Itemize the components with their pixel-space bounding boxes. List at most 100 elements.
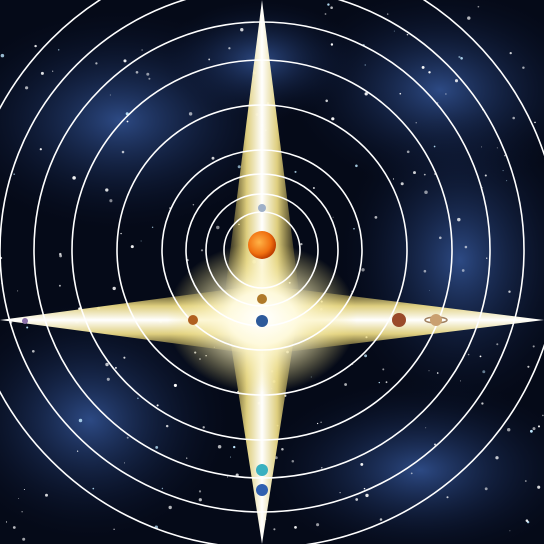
star bbox=[137, 397, 139, 400]
star bbox=[300, 242, 303, 246]
star bbox=[202, 426, 205, 429]
star bbox=[461, 269, 465, 272]
star bbox=[503, 154, 506, 157]
star bbox=[0, 53, 5, 58]
star bbox=[421, 65, 425, 69]
star bbox=[353, 228, 355, 230]
star bbox=[433, 443, 437, 446]
star bbox=[361, 268, 365, 272]
star bbox=[439, 236, 442, 240]
star bbox=[126, 436, 129, 439]
star bbox=[437, 102, 439, 104]
star bbox=[332, 216, 334, 218]
star bbox=[481, 146, 483, 148]
star bbox=[479, 355, 482, 358]
star bbox=[327, 3, 330, 6]
star bbox=[324, 13, 327, 15]
star bbox=[291, 460, 295, 463]
star bbox=[428, 71, 431, 74]
star bbox=[112, 286, 116, 291]
orbit bbox=[71, 59, 453, 441]
star bbox=[509, 51, 512, 55]
star bbox=[208, 58, 211, 61]
star bbox=[146, 72, 150, 76]
star bbox=[58, 284, 61, 287]
star bbox=[542, 414, 544, 417]
star bbox=[378, 381, 380, 384]
star bbox=[392, 178, 395, 180]
star bbox=[459, 380, 462, 382]
star bbox=[355, 164, 358, 168]
star bbox=[23, 488, 25, 491]
star bbox=[92, 487, 95, 490]
saturn bbox=[430, 314, 442, 326]
star bbox=[428, 289, 430, 291]
star bbox=[173, 383, 177, 387]
mercury bbox=[258, 204, 266, 212]
star bbox=[433, 145, 436, 148]
star bbox=[382, 368, 385, 371]
star bbox=[165, 424, 169, 428]
mercury-alt bbox=[188, 315, 198, 325]
star bbox=[17, 290, 19, 292]
star bbox=[374, 216, 378, 219]
star bbox=[399, 92, 402, 95]
star bbox=[495, 456, 499, 460]
star bbox=[106, 377, 110, 381]
star bbox=[123, 356, 126, 359]
star bbox=[415, 122, 417, 124]
star bbox=[198, 490, 202, 493]
neptune bbox=[256, 484, 268, 496]
star bbox=[22, 537, 26, 541]
star bbox=[537, 425, 541, 428]
star bbox=[78, 418, 83, 423]
star bbox=[76, 450, 79, 452]
star bbox=[95, 62, 98, 65]
star bbox=[273, 528, 276, 531]
star bbox=[40, 71, 44, 75]
star bbox=[532, 345, 535, 348]
star bbox=[113, 528, 115, 530]
star bbox=[482, 370, 486, 374]
orbit bbox=[205, 193, 319, 307]
star bbox=[320, 421, 322, 423]
star bbox=[281, 447, 284, 451]
star bbox=[386, 13, 389, 15]
star bbox=[446, 496, 449, 499]
star bbox=[26, 326, 29, 329]
uranus bbox=[256, 464, 268, 476]
star bbox=[425, 427, 427, 429]
star bbox=[484, 487, 488, 491]
star bbox=[168, 505, 172, 510]
star bbox=[105, 188, 109, 192]
star bbox=[364, 64, 366, 66]
star bbox=[198, 498, 202, 502]
star bbox=[436, 372, 439, 374]
star bbox=[211, 156, 215, 160]
orbit bbox=[33, 21, 491, 479]
star bbox=[423, 173, 426, 176]
star bbox=[344, 383, 348, 386]
star bbox=[21, 511, 23, 513]
sun bbox=[248, 231, 276, 259]
star bbox=[457, 217, 461, 222]
star bbox=[537, 485, 541, 489]
star bbox=[524, 480, 527, 482]
star bbox=[229, 456, 232, 458]
star bbox=[72, 176, 76, 180]
star bbox=[508, 290, 511, 293]
star bbox=[506, 180, 508, 182]
star bbox=[240, 28, 244, 32]
star bbox=[121, 150, 125, 154]
star bbox=[59, 252, 62, 256]
star bbox=[274, 456, 278, 460]
star bbox=[294, 170, 297, 173]
star bbox=[364, 92, 368, 96]
star bbox=[123, 59, 127, 63]
star bbox=[316, 422, 319, 425]
star bbox=[45, 493, 48, 497]
star bbox=[18, 497, 20, 500]
